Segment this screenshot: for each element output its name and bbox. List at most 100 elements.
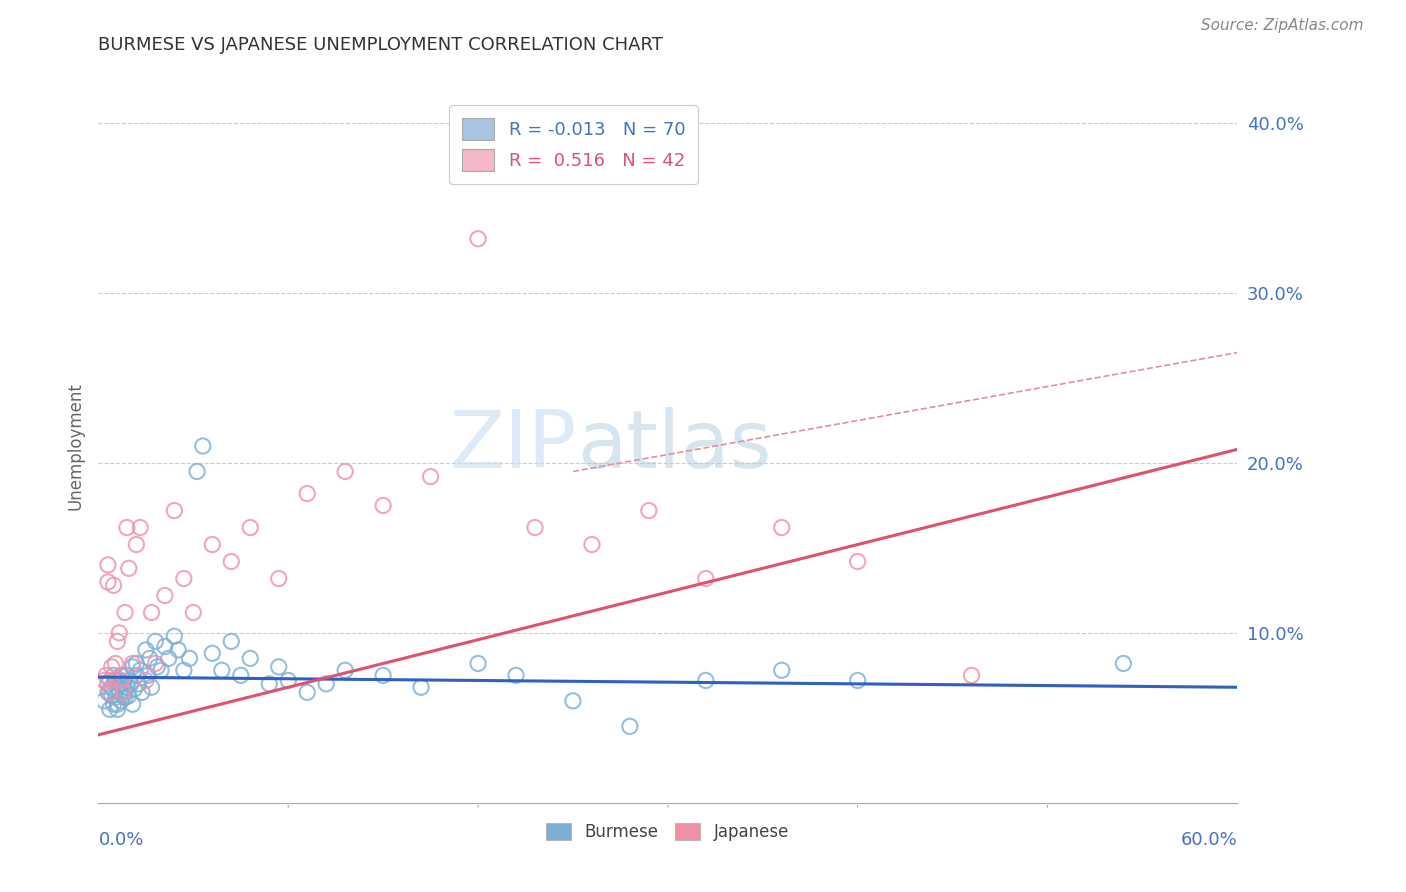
Point [221,634,243,648]
Point [108,673,131,688]
Point [104,673,127,688]
Point [107,634,129,648]
Point [121,657,143,671]
Point [135,673,157,688]
Point [467,232,489,246]
Point [267,572,290,586]
Point [114,606,136,620]
Point [173,663,195,677]
Point [97,574,120,589]
Point [201,537,224,551]
Point [141,680,163,694]
Point [846,555,869,569]
Point [108,626,131,640]
Point [107,702,129,716]
Point [129,663,152,677]
Point [239,520,262,534]
Point [259,677,281,691]
Point [419,469,441,483]
Point [131,685,153,699]
Point [239,651,262,665]
Point [98,673,121,688]
Point [118,689,141,703]
Point [129,520,152,534]
Text: atlas: atlas [576,407,770,485]
Point [98,702,121,716]
Text: Source: ZipAtlas.com: Source: ZipAtlas.com [1201,18,1364,33]
Point [100,689,122,703]
Point [638,503,661,517]
Point [93,694,115,708]
Point [103,698,125,712]
Point [267,660,290,674]
Point [150,663,173,677]
Point [98,685,121,699]
Point [118,561,141,575]
Point [695,572,717,586]
Point [371,668,394,682]
Point [136,668,159,682]
Point [163,629,186,643]
Point [125,537,148,551]
Point [229,668,252,682]
Point [186,465,208,479]
Point [104,690,127,705]
Point [163,503,186,517]
Point [115,668,138,682]
Point [141,606,163,620]
Point [183,606,205,620]
Point [315,677,337,691]
Point [104,657,127,671]
Point [695,673,717,688]
Point [411,680,433,694]
Point [121,660,143,674]
Point [114,690,136,705]
Point [127,677,149,691]
Point [371,499,394,513]
Point [153,640,176,654]
Point [108,685,131,699]
Point [221,555,243,569]
Point [103,578,125,592]
Point [110,668,132,682]
Point [173,572,195,586]
Point [1112,657,1135,671]
Point [146,660,169,674]
Point [846,673,869,688]
Point [100,660,122,674]
Point [97,558,120,572]
Point [97,685,120,699]
Point [115,520,138,534]
Y-axis label: Unemployment: Unemployment [66,382,84,510]
Point [770,520,793,534]
Point [467,657,489,671]
Point [297,486,319,500]
Point [115,680,138,694]
Text: 0.0%: 0.0% [98,831,143,849]
Point [103,668,125,682]
Point [335,663,357,677]
Point [107,698,129,712]
Point [562,694,585,708]
Point [121,698,143,712]
Point [505,668,527,682]
Point [93,673,115,688]
Point [167,643,190,657]
Point [110,673,132,688]
Point [524,520,547,534]
Point [112,677,135,691]
Legend: Burmese, Japanese: Burmese, Japanese [540,816,796,848]
Text: 60.0%: 60.0% [1181,831,1237,849]
Point [125,657,148,671]
Point [335,465,357,479]
Point [112,689,135,703]
Point [125,668,148,682]
Point [157,651,180,665]
Point [124,681,146,696]
Point [619,719,641,733]
Text: ZIP: ZIP [450,407,576,485]
Point [153,589,176,603]
Point [110,694,132,708]
Point [120,677,142,691]
Point [100,680,122,694]
